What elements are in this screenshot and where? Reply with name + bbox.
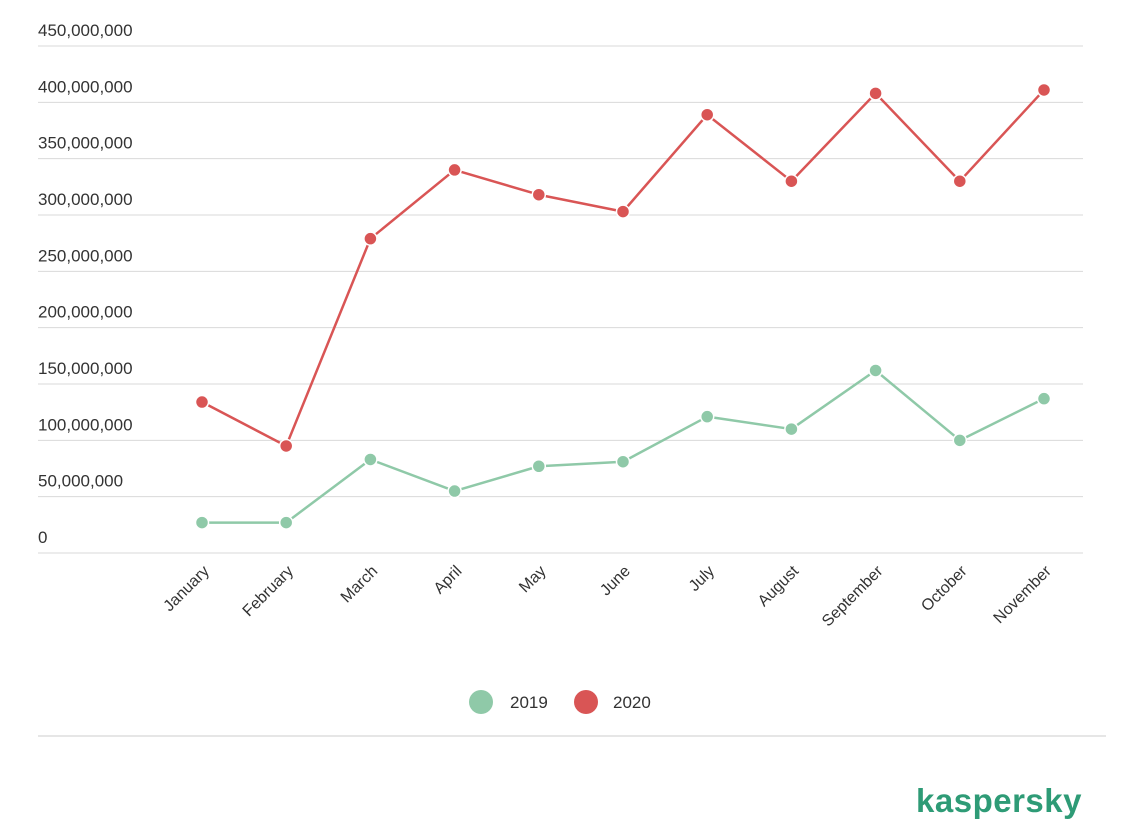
- x-axis-ticks: January February March April May June July Augu…: [161, 562, 1056, 630]
- grid-layer: [38, 45, 1083, 554]
- y-tick-label: 0: [38, 528, 47, 547]
- y-tick-label: 400,000,000: [38, 77, 133, 96]
- data-point: [1036, 391, 1052, 406]
- data-point: [278, 515, 294, 530]
- data-point: [278, 438, 294, 454]
- legend-marker-2020: [574, 690, 598, 714]
- data-point: [784, 173, 799, 189]
- series-line-2019: [202, 369, 1045, 524]
- data-point: [699, 409, 715, 424]
- y-tick-label: 350,000,000: [38, 134, 133, 153]
- x-tick-label: August: [755, 562, 803, 610]
- legend-marker-2019: [469, 690, 493, 714]
- x-tick-label: April: [431, 563, 466, 598]
- data-point: [531, 458, 547, 474]
- y-tick-label: 100,000,000: [38, 415, 133, 434]
- data-point: [868, 86, 883, 101]
- series-2020: [194, 82, 1052, 454]
- data-point: [447, 162, 462, 178]
- y-tick-label: 450,000,000: [38, 21, 133, 40]
- x-tick-label: November: [991, 562, 1056, 627]
- data-point: [363, 452, 378, 467]
- data-point: [363, 231, 378, 246]
- series-2019: [194, 363, 1052, 530]
- data-point: [868, 363, 883, 378]
- data-point: [952, 433, 968, 448]
- data-point: [615, 204, 631, 219]
- data-point: [194, 394, 210, 410]
- legend-item-2019: 2019: [469, 690, 548, 714]
- data-point: [447, 483, 462, 499]
- data-point: [615, 454, 631, 469]
- data-point: [784, 421, 799, 437]
- y-tick-label: 300,000,000: [38, 190, 133, 209]
- series-line-2020: [201, 89, 1045, 448]
- data-point: [531, 187, 547, 202]
- y-tick-label: 50,000,000: [38, 472, 123, 491]
- y-tick-label: 150,000,000: [38, 359, 133, 378]
- x-tick-label: June: [597, 563, 634, 600]
- x-tick-label: February: [240, 563, 297, 620]
- y-tick-label: 250,000,000: [38, 246, 133, 265]
- x-tick-label: September: [819, 562, 887, 630]
- data-point: [194, 515, 210, 530]
- legend-label-2020: 2020: [613, 693, 651, 712]
- x-tick-label: October: [918, 562, 971, 615]
- series-layer: [194, 82, 1052, 530]
- x-tick-label: July: [686, 563, 718, 595]
- y-tick-label: 200,000,000: [38, 303, 133, 322]
- data-point: [699, 107, 715, 122]
- x-tick-label: January: [161, 563, 213, 615]
- x-tick-label: May: [516, 563, 549, 596]
- legend-item-2020: 2020: [574, 690, 651, 714]
- x-tick-label: March: [338, 563, 381, 606]
- legend-label-2019: 2019: [510, 693, 548, 712]
- data-point: [1036, 82, 1052, 98]
- data-point: [952, 173, 968, 189]
- y-axis-ticks: 0 50,000,000 100,000,000 150,000,000 200,000…: [38, 21, 133, 547]
- legend: 2019 2020: [469, 690, 651, 714]
- kaspersky-logo: kaspersky: [916, 782, 1082, 819]
